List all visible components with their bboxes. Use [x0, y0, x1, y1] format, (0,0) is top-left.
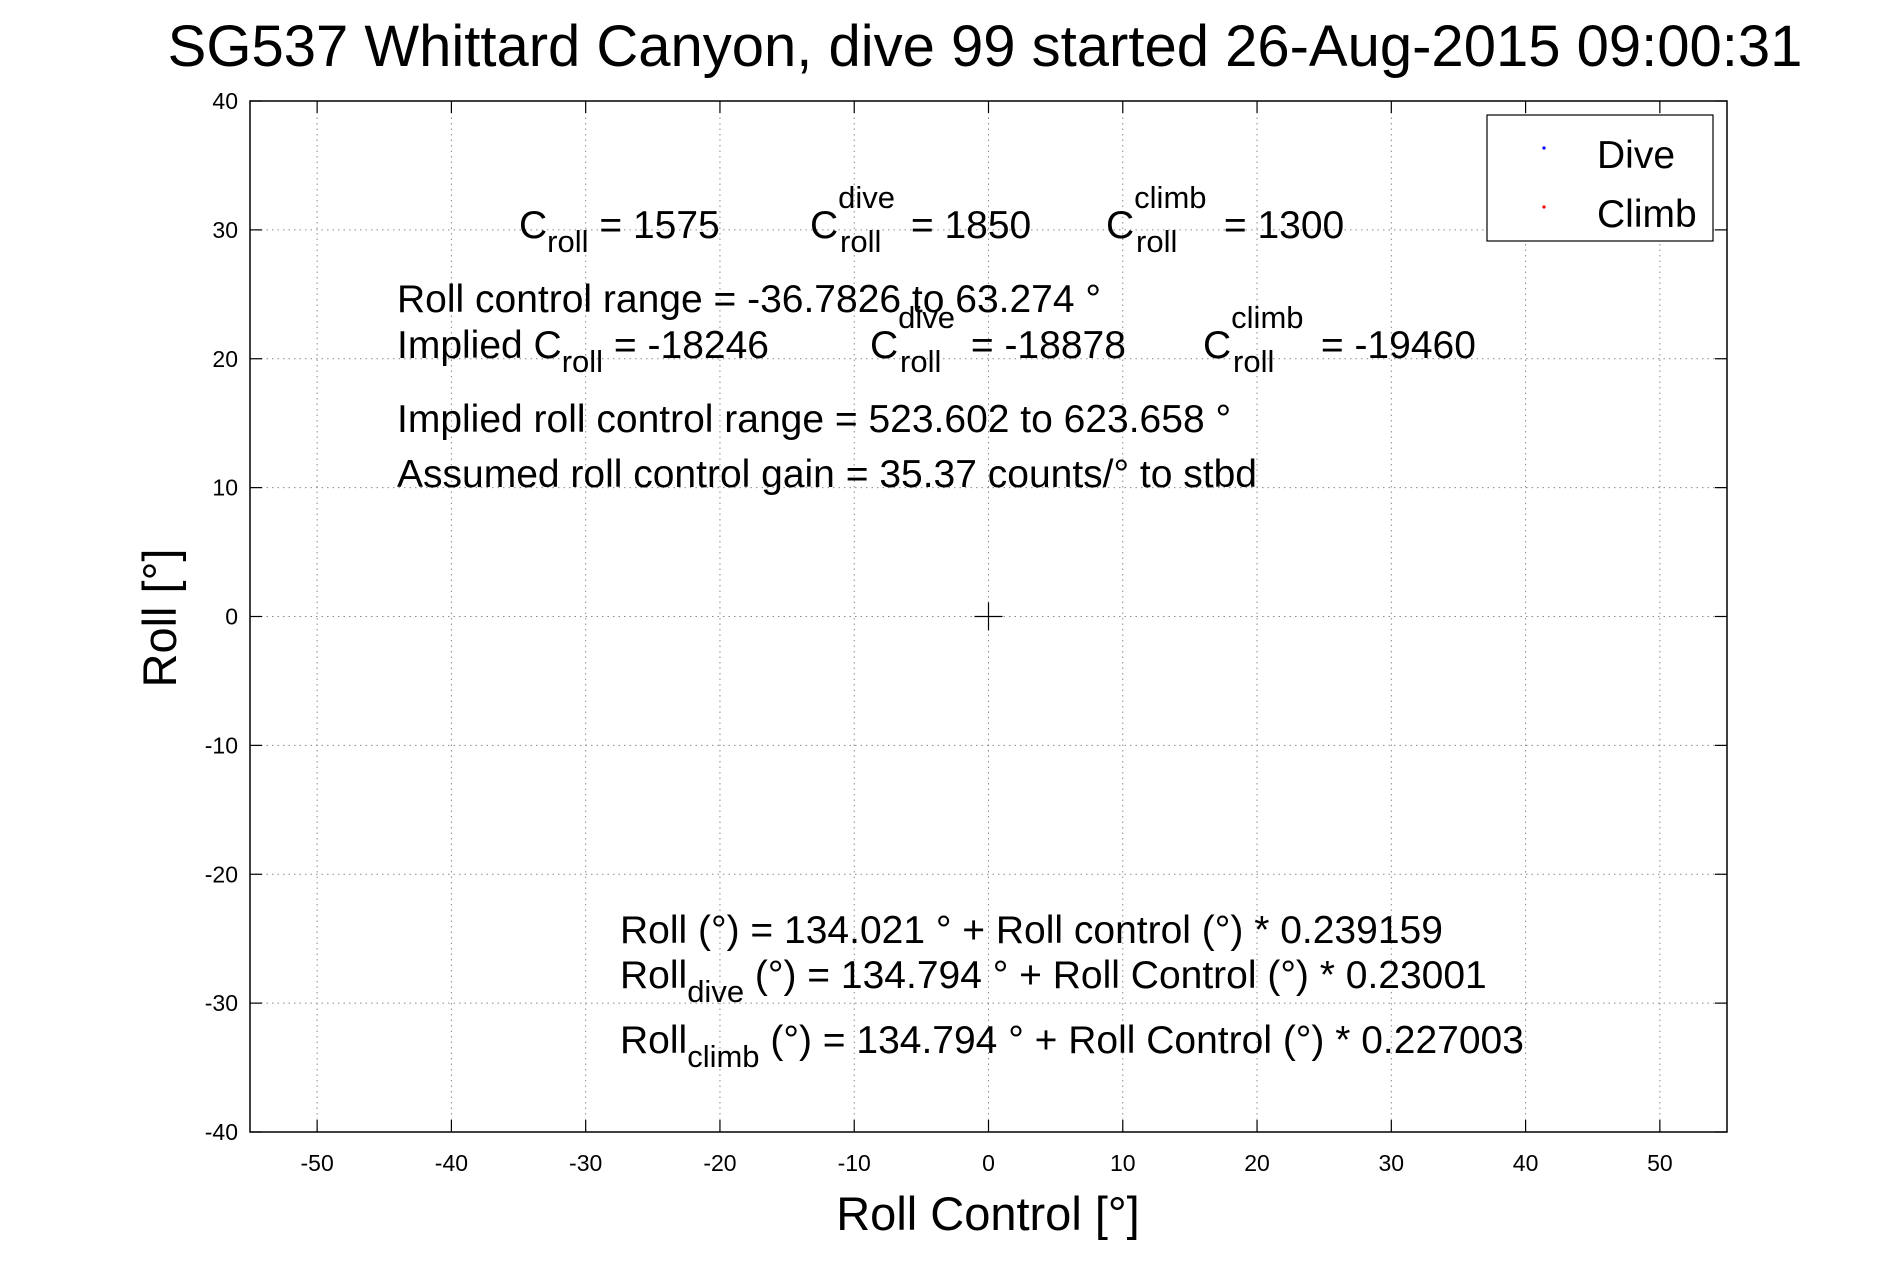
y-axis-label: Roll [°]: [133, 549, 186, 688]
annotation-implied-range: Implied roll control range = 523.602 to …: [397, 398, 1231, 441]
annotation-c-roll-climb: Cclimb roll = 1300: [1106, 180, 1344, 259]
annotation-implied-c-roll-dive: Cdive roll = -18878: [870, 300, 1126, 379]
y-tick-label: -30: [205, 990, 238, 1016]
x-tick-label: 50: [1647, 1150, 1673, 1176]
annotation-c-roll-dive: Cdive roll = 1850: [810, 180, 1031, 259]
x-tick-label: -40: [435, 1150, 468, 1176]
legend-label-dive: Dive: [1597, 134, 1675, 177]
annotation-c-roll: Croll = 1575: [519, 204, 720, 259]
x-tick-label: 10: [1110, 1150, 1136, 1176]
x-tick-label: -20: [703, 1150, 736, 1176]
y-tick-label: -20: [205, 861, 238, 887]
x-tick-label: 20: [1244, 1150, 1270, 1176]
annotation-fit-all: Roll (°) = 134.021 ° + Roll control (°) …: [620, 909, 1443, 952]
x-axis-label: Roll Control [°]: [836, 1187, 1140, 1240]
y-tick-labels: -40 -30 -20 -10 0 10 20 30 40: [205, 88, 238, 1145]
x-tick-label: 30: [1379, 1150, 1405, 1176]
origin-marker: [974, 602, 1003, 631]
legend-marker-dive: [1542, 146, 1546, 150]
annotation-fit-climb: Rollclimb (°) = 134.794 ° + Roll Control…: [620, 1019, 1524, 1074]
x-tick-label: 40: [1513, 1150, 1539, 1176]
y-tick-label: -10: [205, 732, 238, 758]
annotation-assumed-gain: Assumed roll control gain = 35.37 counts…: [397, 453, 1257, 496]
annotation-roll-control-range: Roll control range = -36.7826 to 63.274 …: [397, 278, 1101, 321]
legend-box: [1486, 114, 1714, 242]
y-tick-label: 0: [225, 604, 238, 630]
legend-marker-climb: [1542, 205, 1546, 209]
x-tick-label: -50: [301, 1150, 334, 1176]
annotation-fit-dive: Rolldive (°) = 134.794 ° + Roll Control …: [620, 954, 1487, 1009]
x-tick-label: 0: [982, 1150, 995, 1176]
annotation-implied-c-roll-climb: Cclimb roll = -19460: [1203, 300, 1476, 379]
x-tick-label: -30: [569, 1150, 602, 1176]
y-tick-label: 20: [212, 346, 238, 372]
annotation-implied-c-roll: Implied Croll = -18246: [397, 324, 769, 379]
axis-ticks: [250, 100, 1727, 1133]
x-tick-labels: -50 -40 -30 -20 -10 0 10 20 30 40 50: [301, 1150, 1673, 1176]
y-tick-label: 40: [212, 88, 238, 114]
legend-label-climb: Climb: [1597, 193, 1697, 236]
y-tick-label: 30: [212, 217, 238, 243]
x-tick-label: -10: [838, 1150, 871, 1176]
legend: Dive Climb: [1486, 114, 1714, 242]
y-tick-label: -40: [205, 1119, 238, 1145]
chart-title: SG537 Whittard Canyon, dive 99 started 2…: [168, 14, 1803, 79]
y-tick-label: 10: [212, 475, 238, 501]
